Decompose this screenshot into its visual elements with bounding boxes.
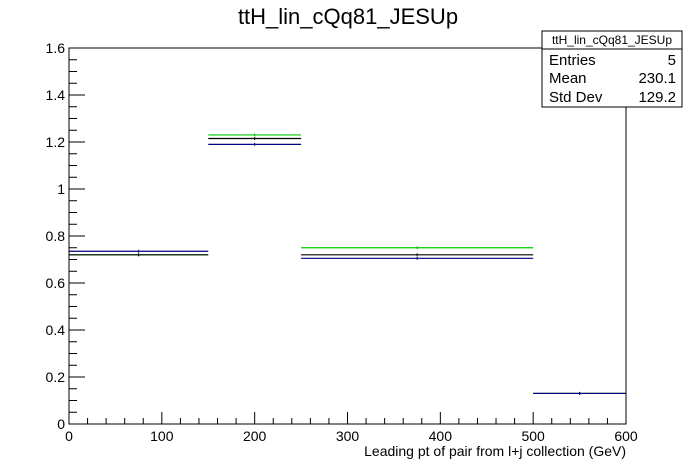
y-tick-label: 0.2 bbox=[46, 369, 66, 385]
stats-box-title: ttH_lin_cQq81_JESUp bbox=[552, 33, 672, 47]
series-layer bbox=[69, 133, 626, 395]
x-tick-label: 500 bbox=[521, 428, 545, 444]
stats-box-frame bbox=[541, 30, 683, 108]
x-tick-label: 200 bbox=[243, 428, 267, 444]
y-tick-label: 1 bbox=[57, 181, 65, 197]
y-tick-label: 0.4 bbox=[46, 322, 66, 338]
y-tick-label: 0.6 bbox=[46, 275, 66, 291]
series-0 bbox=[69, 133, 626, 395]
stats-stddev-label: Std Dev bbox=[549, 89, 603, 106]
stats-mean-value: 230.1 bbox=[638, 70, 676, 87]
x-tick-label: 300 bbox=[336, 428, 360, 444]
chart-title: ttH_lin_cQq81_JESUp bbox=[238, 4, 458, 29]
stats-box: ttH_lin_cQq81_JESUp Entries 5 Mean 230.1… bbox=[541, 30, 683, 108]
stats-entries-value: 5 bbox=[668, 52, 676, 69]
y-tick-label: 1.2 bbox=[46, 134, 66, 150]
y-axis: 0 0.2 0.4 0.6 0.8 1 1.2 1.4 1.6 bbox=[46, 40, 85, 432]
x-axis: 0 100 200 300 400 500 600 bbox=[65, 412, 638, 444]
stats-stddev-value: 129.2 bbox=[638, 89, 676, 106]
x-tick-label: 100 bbox=[150, 428, 174, 444]
x-tick-label: 600 bbox=[614, 428, 638, 444]
y-tick-label: 1.6 bbox=[46, 40, 66, 56]
y-tick-label: 0 bbox=[57, 416, 65, 432]
x-tick-label: 400 bbox=[429, 428, 453, 444]
y-tick-label: 1.4 bbox=[46, 87, 66, 103]
y-tick-label: 0.8 bbox=[46, 228, 66, 244]
stats-entries-label: Entries bbox=[549, 52, 596, 69]
series-2 bbox=[69, 142, 626, 395]
x-axis-label: Leading pt of pair from l+j collection (… bbox=[364, 443, 626, 459]
stats-mean-label: Mean bbox=[549, 70, 587, 87]
x-tick-label: 0 bbox=[65, 428, 73, 444]
series-1 bbox=[69, 136, 626, 395]
